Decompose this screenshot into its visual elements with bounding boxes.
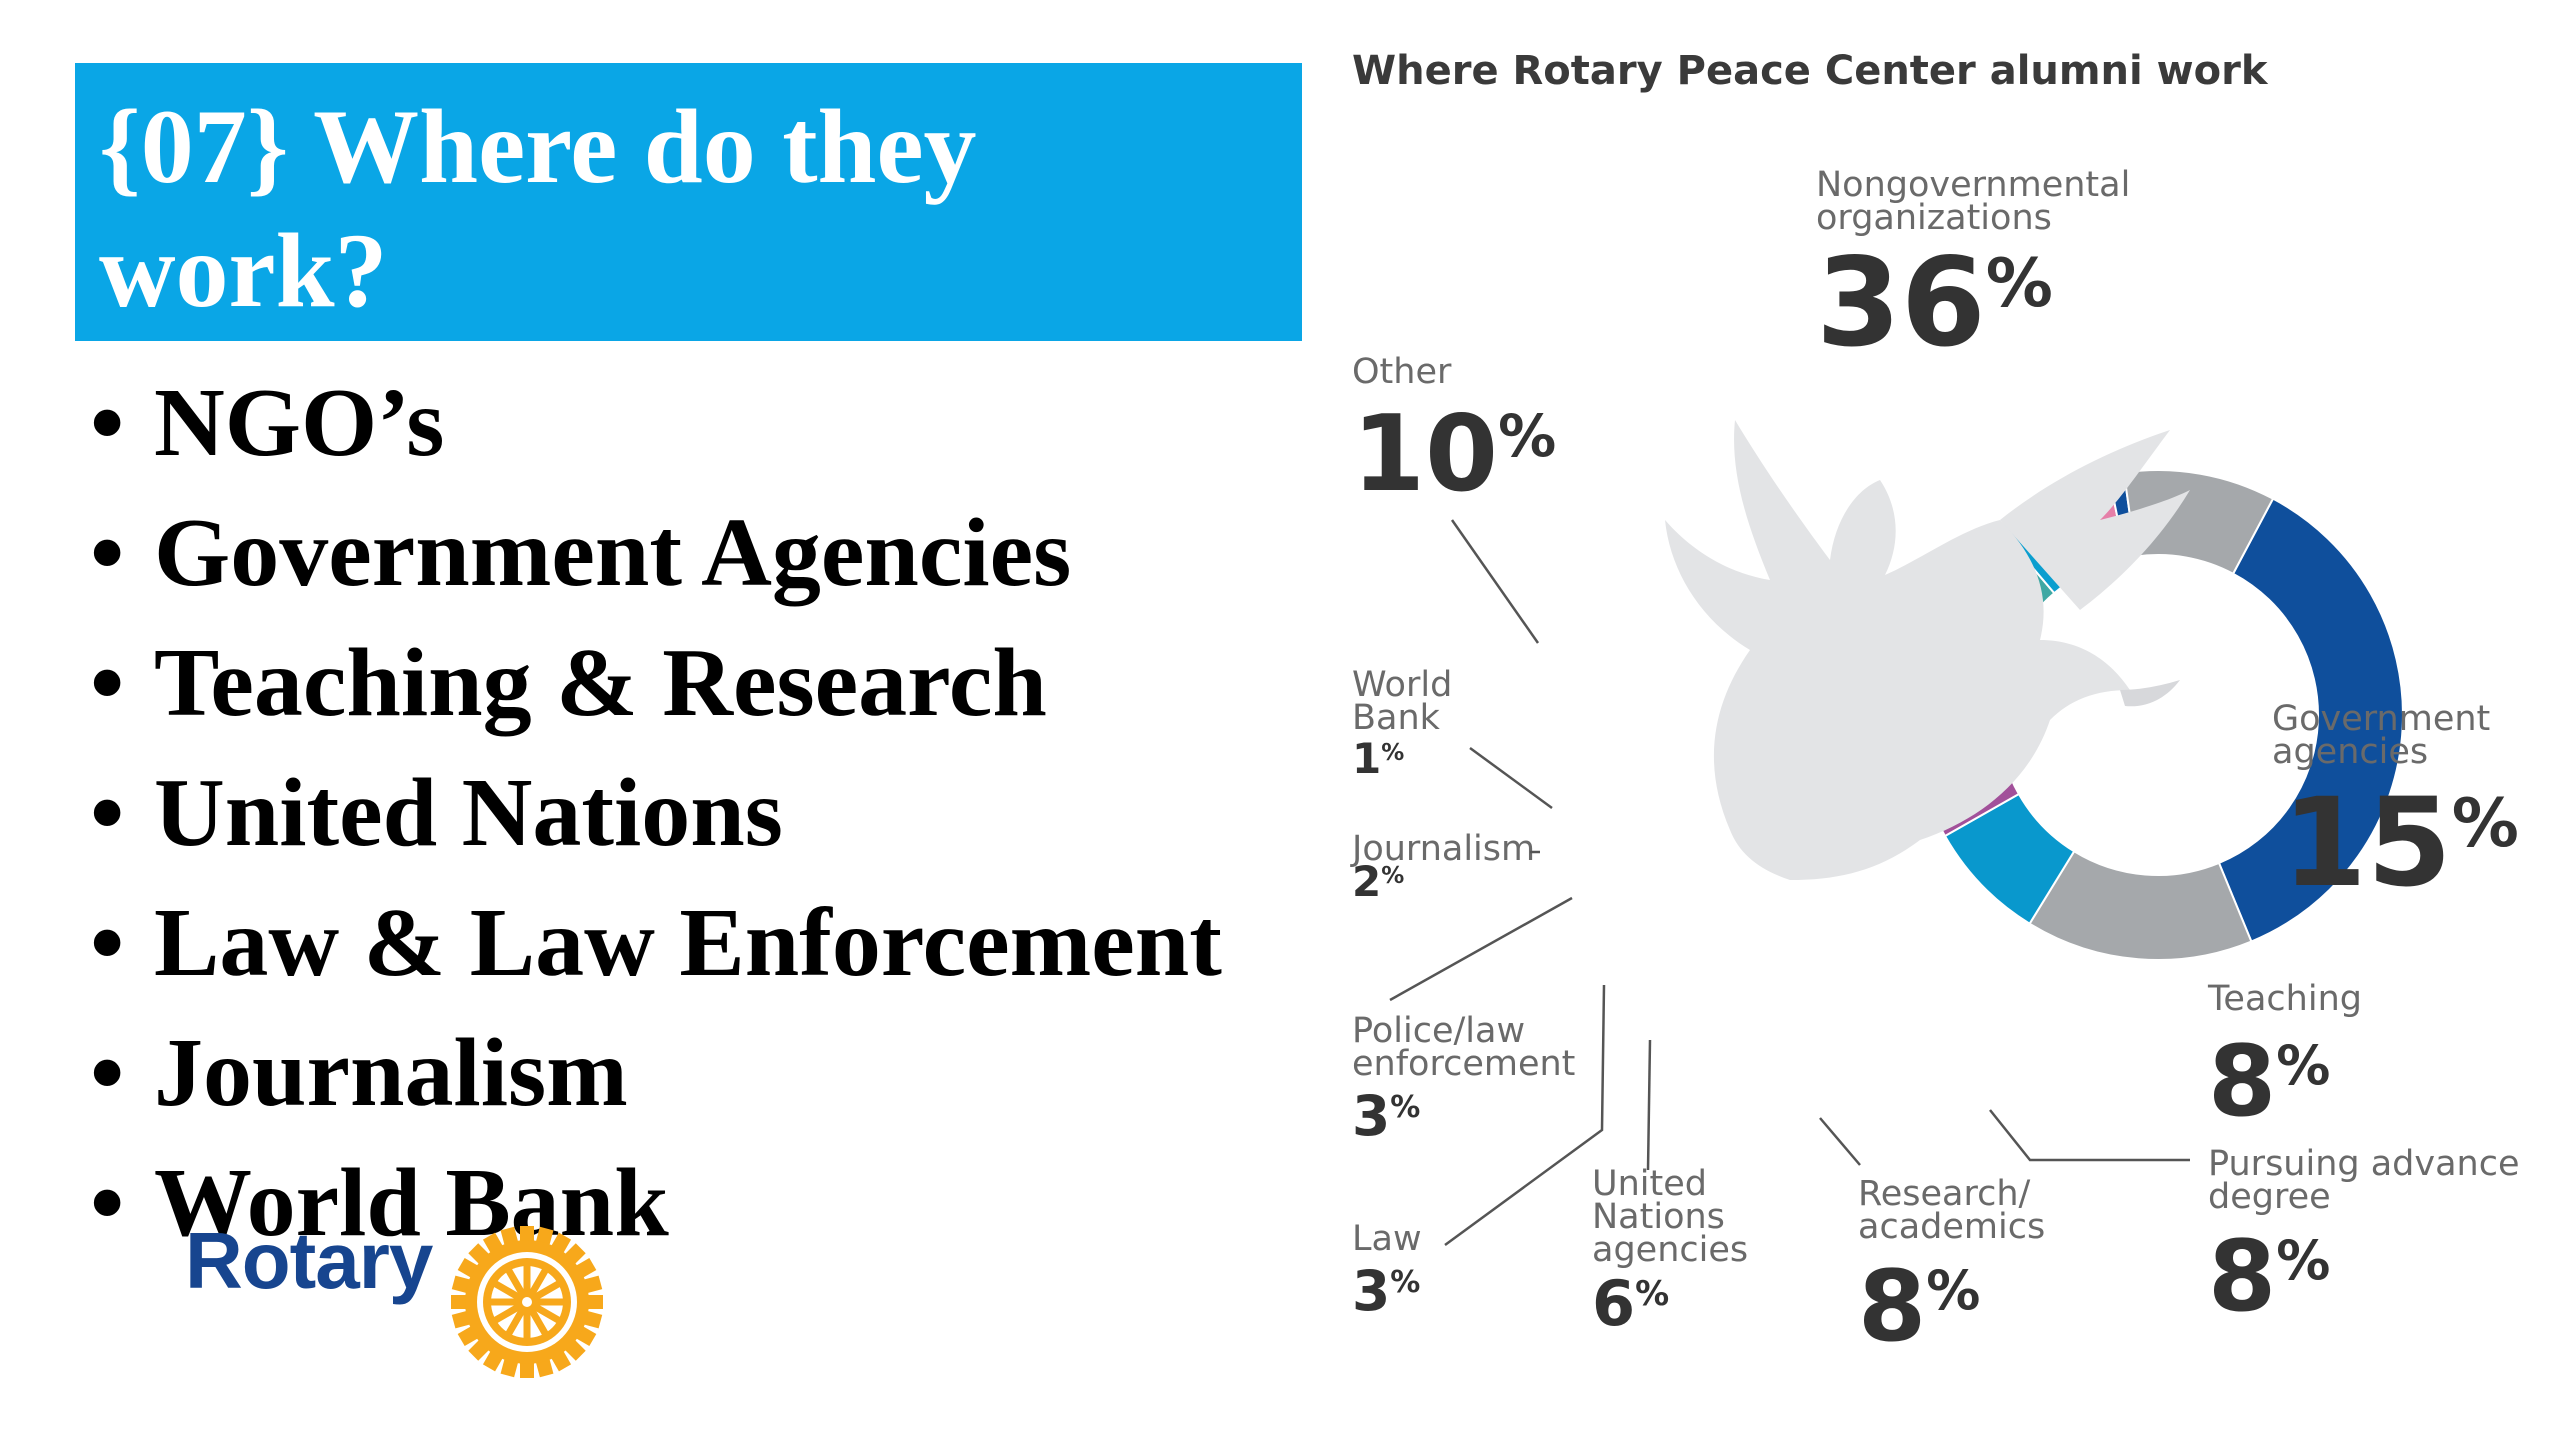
slice-label-text: Nongovernmental (1816, 165, 2130, 205)
slice-value: 6% (1592, 1267, 1669, 1340)
dove-icon (1665, 420, 2190, 880)
leader-line (1450, 519, 1540, 644)
slice-label-text: World (1352, 665, 1452, 705)
slice-label-text: Research/ (1858, 1174, 2031, 1214)
rotary-wordmark: Rotary (185, 1216, 433, 1305)
slice-label-text: agencies (2272, 732, 2428, 772)
slice-value: 36% (1816, 232, 2053, 374)
slice-label-text: Bank (1352, 698, 1441, 738)
slice-label-text: Teaching (2207, 979, 2362, 1019)
slice-value: 1% (1352, 734, 1404, 783)
leader-line (1444, 984, 1606, 1247)
leader-line (1469, 746, 1553, 810)
chart-title: Where Rotary Peace Center alumni work (1352, 48, 2269, 94)
slice-label-text: United (1592, 1164, 1707, 1204)
title-banner: {07} Where do they work? (75, 63, 1302, 341)
slice-label-text: Nations (1592, 1197, 1725, 1237)
slice-label-text: Other (1352, 352, 1452, 392)
slice-value: 8% (2208, 1025, 2330, 1139)
bullet-item: • Law & Law Enforcement (90, 889, 1222, 997)
slice-label-text: Pursuing advance (2208, 1144, 2520, 1184)
slice-label-text: academics (1858, 1207, 2045, 1247)
slice-value: 8% (2208, 1220, 2330, 1334)
slice-label-text: agencies (1592, 1230, 1748, 1270)
leader-line (1989, 1109, 2190, 1162)
slice-value: 3% (1352, 1084, 1420, 1148)
bullet-item: • World Bank (90, 1149, 669, 1257)
donut-chart: Where Rotary Peace Center alumni work No… (1350, 48, 2520, 1364)
slice-value: 10% (1352, 393, 1556, 515)
bullet-item: • United Nations (90, 759, 783, 867)
slice-0 (2217, 497, 2404, 943)
slice-label-text: enforcement (1352, 1044, 1575, 1084)
slice-label-text: Journalism (1350, 829, 1535, 869)
slice-value: 2% (1352, 857, 1404, 906)
leader-line (1819, 1117, 1861, 1166)
rotary-wheel-icon (451, 1226, 603, 1378)
slice-value: 15% (2282, 772, 2519, 914)
bullet-item: • Government Agencies (90, 499, 1072, 607)
page-title: {07} Where do they work? (99, 88, 977, 329)
slice-label-text: Police/law (1352, 1011, 1525, 1051)
slice-label-text: organizations (1816, 198, 2052, 238)
leader-line (1646, 1039, 1652, 1171)
slice-value: 3% (1352, 1259, 1420, 1323)
bullet-item: • NGO’s (90, 369, 445, 477)
bullet-list: • NGO’s • Government Agencies • Teaching & … (90, 358, 1222, 1268)
bullet-item: • Journalism (90, 1019, 628, 1127)
slice-label-2: Teaching 8% (2207, 979, 2362, 1139)
slice-10 (2122, 469, 2275, 576)
leader-line (1389, 896, 1573, 1002)
slice-label-text: Law (1352, 1219, 1422, 1259)
slice-label-text: Government (2272, 699, 2490, 739)
bullet-item: • Teaching & Research (90, 629, 1047, 737)
slice-label-text: degree (2208, 1177, 2331, 1217)
slice-value: 8% (1858, 1250, 1980, 1364)
